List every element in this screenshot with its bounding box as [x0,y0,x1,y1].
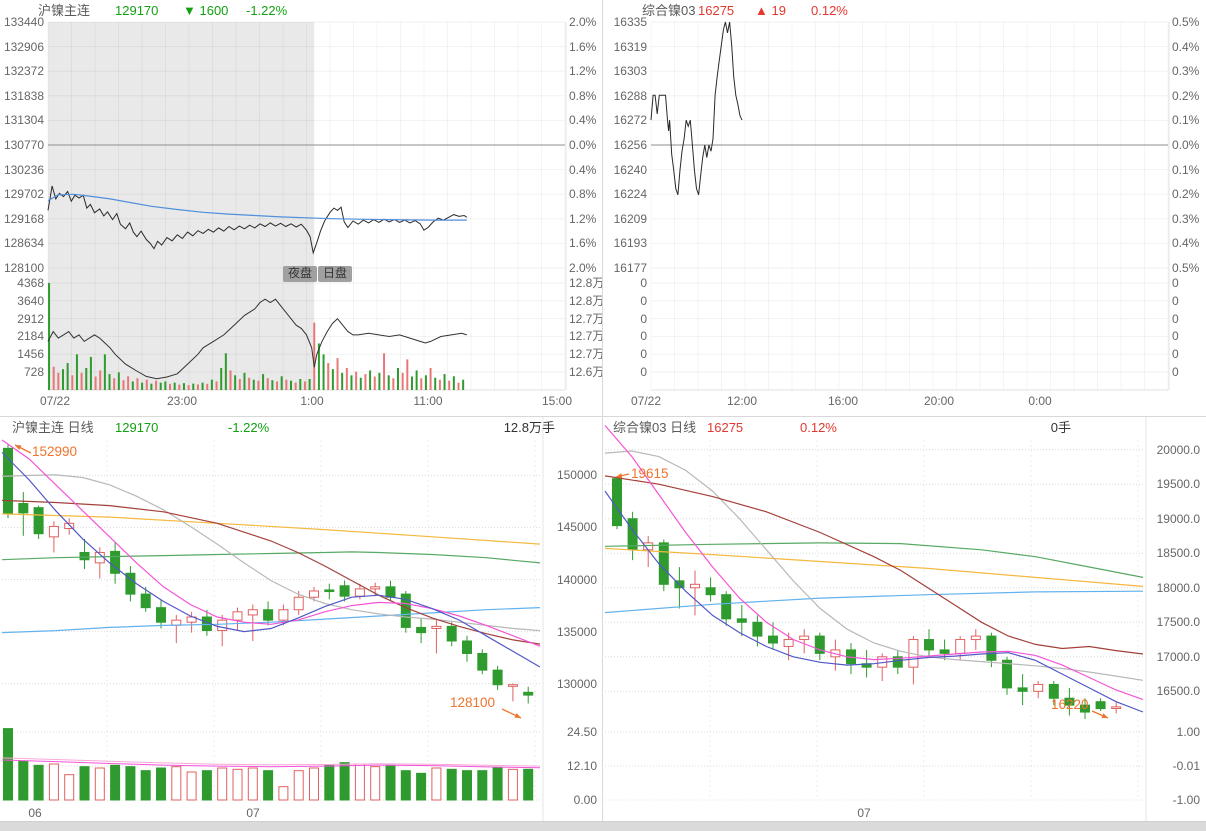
svg-text:152990: 152990 [32,444,77,459]
day-session-button[interactable]: 日盘 [318,266,353,282]
horizontal-scrollbar[interactable] [0,821,602,831]
panel-composite-nickel-intraday: 综合镍03 16275 ▲ 19 0.12% 16335 16319 16303 16… [603,0,1206,416]
instrument-name: 综合镍03 日线 [613,420,697,435]
svg-text:16220: 16220 [1051,697,1089,712]
intraday-chart-canvas-main[interactable] [0,0,602,416]
panel-composite-nickel-daily: 综合镍03 日线 16275 0.12% 0手 19615 16220 20000.… [603,417,1206,831]
tl-header: 沪镍主连 129170 ▼ 1600 -1.22% [0,0,602,21]
svg-text:19615: 19615 [631,466,669,481]
panel-nickel-main-daily: 沪镍主连 日线 129170 -1.22% 12.8万手 152990 12810… [0,417,602,831]
volume-readout: 0手 [1050,420,1071,435]
last-price: 129170 [115,420,159,435]
svg-text:128100: 128100 [450,695,495,710]
daily-kline-canvas-composite[interactable]: 19615 16220 [603,417,1206,831]
panel-nickel-main-intraday: 沪镍主连 129170 ▼ 1600 -1.22% 133440 132906 13… [0,0,602,416]
last-price: 16275 [707,420,744,435]
instrument-name: 沪镍主连 [38,3,91,18]
br-header: 综合镍03 日线 16275 0.12% 0手 [603,417,1206,438]
price-change-pct: 0.12% [800,420,837,435]
instrument-name: 综合镍03 [642,3,696,18]
volume-readout: 12.8万手 [503,420,555,435]
price-change-pct: 0.12% [811,3,848,18]
instrument-name: 沪镍主连 日线 [12,420,94,435]
bl-header: 沪镍主连 日线 129170 -1.22% 12.8万手 [0,417,602,438]
daily-kline-canvas-main[interactable]: 152990 128100 [0,417,602,831]
horizontal-scrollbar[interactable] [603,821,1206,831]
price-change: ▼ 1600 [183,3,229,18]
price-change-pct: -1.22% [228,420,270,435]
price-change: ▲ 19 [755,3,786,18]
price-change-pct: -1.22% [246,3,288,18]
intraday-chart-canvas-composite[interactable] [603,0,1205,416]
tr-header: 综合镍03 16275 ▲ 19 0.12% [603,0,1206,21]
last-price: 129170 [115,3,159,18]
last-price: 16275 [698,3,735,18]
night-session-button[interactable]: 夜盘 [283,266,318,282]
